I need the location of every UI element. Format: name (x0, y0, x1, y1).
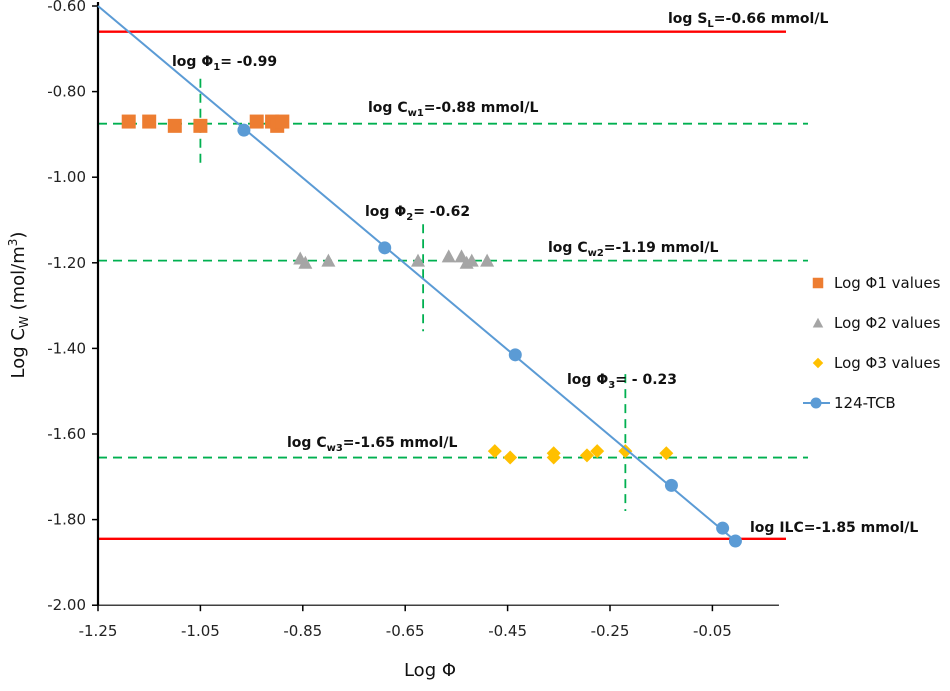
legend-label: 124-TCB (834, 394, 896, 412)
data-point (249, 114, 264, 129)
data-point (142, 114, 157, 129)
x-tick-label: -0.65 (386, 622, 425, 640)
data-point (480, 253, 495, 267)
y-tick-label: -1.00 (47, 168, 86, 186)
data-point (193, 118, 208, 133)
phi-annotation: log Φ1= -0.99 (172, 54, 277, 73)
x-tick-label: -1.05 (181, 622, 220, 640)
x-tick-label: -0.45 (488, 622, 527, 640)
data-point (546, 450, 561, 465)
data-point (664, 478, 678, 492)
legend-circle-icon (810, 397, 822, 409)
x-tick-label: -0.85 (283, 622, 322, 640)
y-tick-label: -1.20 (47, 254, 86, 272)
legend-square-icon (812, 277, 824, 289)
x-tick-label: -1.25 (79, 622, 118, 640)
data-point (503, 450, 518, 465)
x-axis-title: Log Φ (404, 660, 456, 681)
data-point (441, 249, 456, 263)
data-point (728, 534, 742, 548)
tcb-trend-line (97, 5, 737, 542)
series-triangle (293, 249, 495, 269)
reference-line-label: log Cw2=-1.19 mmol/L (548, 240, 718, 259)
data-point (167, 118, 182, 133)
data-point (508, 348, 522, 362)
data-point (579, 448, 594, 463)
legend-diamond-icon (812, 357, 824, 369)
data-point (275, 114, 290, 129)
data-point (487, 444, 502, 459)
reference-lines (98, 30, 808, 541)
y-tick-label: -1.80 (47, 511, 86, 529)
data-point (237, 123, 251, 137)
data-point (321, 253, 336, 267)
series-circle-line (97, 5, 742, 548)
data-point (618, 444, 633, 459)
data-point (411, 253, 425, 267)
y-tick-label: -1.40 (47, 339, 86, 357)
legend-label: Log Φ1 values (834, 274, 941, 292)
y-tick-label: -0.60 (47, 0, 86, 15)
y-axis-title: Log CW (mol/m3) (6, 232, 31, 379)
reference-line-label: log Cw1=-0.88 mmol/L (368, 100, 538, 119)
y-tick-label: -0.80 (47, 83, 86, 101)
y-tick-label: -2.00 (47, 596, 86, 614)
phi-annotation: log Φ2= -0.62 (365, 204, 470, 223)
data-point (716, 521, 730, 535)
data-point (121, 114, 136, 129)
series-diamond (487, 444, 674, 465)
legend: Log Φ1 values Log Φ2 values Log Φ3 values 1… (803, 274, 941, 412)
reference-line-label: log ILC=-1.85 mmol/L (750, 520, 918, 536)
data-point (590, 444, 605, 459)
data-point (298, 255, 313, 269)
axes: -0.60 -0.80 -1.00 -1.20 -1.40 -1.60 -1.80 -2.00… (47, 0, 779, 640)
annotations: log SL=-0.66 mmol/L log ILC=-1.85 mmol/L l… (172, 11, 918, 536)
data-point (659, 446, 674, 461)
legend-triangle-icon (812, 317, 824, 328)
x-tick-label: -0.05 (693, 622, 732, 640)
legend-label: Log Φ2 values (834, 314, 941, 332)
legend-label: Log Φ3 values (834, 354, 941, 372)
data-point (464, 253, 479, 267)
series-square (121, 114, 290, 133)
data-point (378, 241, 392, 255)
reference-line-label: log Cw3=-1.65 mmol/L (287, 435, 457, 454)
phi-annotation: log Φ3= - 0.23 (567, 372, 677, 391)
x-tick-label: -0.25 (591, 622, 630, 640)
y-tick-label: -1.60 (47, 425, 86, 443)
series-layer (97, 5, 742, 548)
reference-line-label: log SL=-0.66 mmol/L (668, 11, 828, 30)
